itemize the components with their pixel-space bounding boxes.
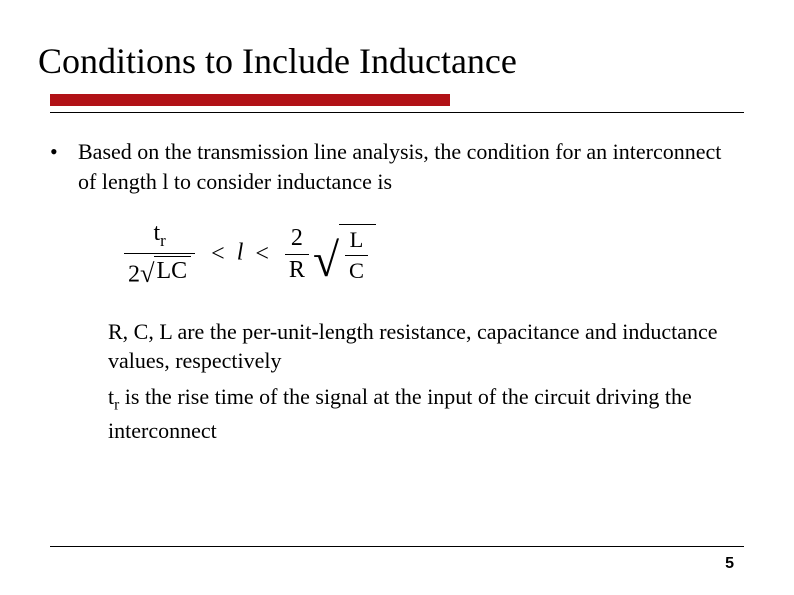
bullet-marker: •: [50, 137, 78, 196]
bullet-text: Based on the transmission line analysis,…: [78, 137, 744, 196]
footer-rule: [50, 546, 744, 547]
slide-title: Conditions to Include Inductance: [38, 40, 744, 82]
lt-2: <: [255, 241, 269, 267]
note-line-2: tr is the rise time of the signal at the…: [108, 382, 744, 446]
sqrt-lc: √LC: [140, 256, 191, 286]
formula-right-coef: 2 R: [285, 225, 309, 284]
lt-1: <: [211, 241, 225, 267]
slide-container: Conditions to Include Inductance • Based…: [0, 0, 794, 446]
right-coef-num: 2: [285, 225, 309, 255]
page-number: 5: [725, 555, 734, 573]
title-underline: [50, 112, 744, 113]
tr-subscript: r: [160, 231, 166, 250]
accent-bar: [50, 94, 450, 106]
lc-den: C: [345, 256, 368, 285]
formula: tr 2√LC < l < 2 R √ L C: [120, 220, 744, 288]
sqrt-lc-ratio: √ L C: [313, 224, 376, 286]
lc-num: L: [345, 227, 368, 257]
bullet-item: • Based on the transmission line analysi…: [50, 137, 744, 196]
notes-block: R, C, L are the per-unit-length resistan…: [108, 317, 744, 446]
var-l: l: [237, 240, 244, 266]
note-line-1: R, C, L are the per-unit-length resistan…: [108, 317, 744, 376]
formula-left-fraction: tr 2√LC: [124, 220, 195, 288]
left-den-coef: 2: [128, 262, 140, 288]
sqrt-lc-radicand: LC: [154, 256, 191, 286]
right-coef-den: R: [285, 255, 309, 284]
lc-ratio-fraction: L C: [345, 227, 368, 286]
note-line-2-rest: is the rise time of the signal at the in…: [108, 384, 692, 443]
